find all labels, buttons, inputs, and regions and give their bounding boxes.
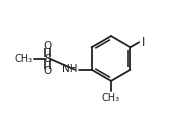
Text: I: I bbox=[141, 36, 145, 49]
Text: NH: NH bbox=[62, 64, 78, 74]
Text: O: O bbox=[43, 66, 52, 76]
Text: S: S bbox=[44, 53, 51, 64]
Text: CH₃: CH₃ bbox=[15, 53, 33, 64]
Text: CH₃: CH₃ bbox=[102, 93, 120, 103]
Text: O: O bbox=[43, 41, 52, 51]
